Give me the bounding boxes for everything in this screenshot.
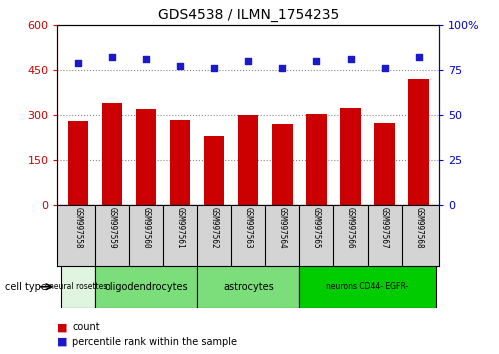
Bar xyxy=(238,115,258,205)
Title: GDS4538 / ILMN_1754235: GDS4538 / ILMN_1754235 xyxy=(158,8,339,22)
Text: GSM997568: GSM997568 xyxy=(414,207,423,249)
Bar xyxy=(102,103,122,205)
Point xyxy=(176,63,184,69)
Point xyxy=(381,65,389,71)
Text: GSM997564: GSM997564 xyxy=(278,207,287,249)
Text: GSM997561: GSM997561 xyxy=(176,207,185,249)
Text: GSM997560: GSM997560 xyxy=(142,207,151,249)
Text: percentile rank within the sample: percentile rank within the sample xyxy=(72,337,238,347)
Point xyxy=(74,60,82,65)
Text: neurons CD44- EGFR-: neurons CD44- EGFR- xyxy=(326,282,409,291)
Bar xyxy=(374,122,395,205)
Text: neural rosettes: neural rosettes xyxy=(49,282,107,291)
Bar xyxy=(170,120,190,205)
Text: GSM997558: GSM997558 xyxy=(73,207,82,249)
Point xyxy=(415,55,423,60)
Point xyxy=(108,55,116,60)
Text: count: count xyxy=(72,322,100,332)
Text: GSM997566: GSM997566 xyxy=(346,207,355,249)
Text: ■: ■ xyxy=(57,337,68,347)
Bar xyxy=(272,124,292,205)
Point xyxy=(312,58,320,64)
Text: cell type: cell type xyxy=(5,282,47,292)
Bar xyxy=(299,266,436,308)
Point xyxy=(142,56,150,62)
Text: GSM997562: GSM997562 xyxy=(210,207,219,249)
Bar xyxy=(67,121,88,205)
Text: GSM997563: GSM997563 xyxy=(244,207,253,249)
Bar xyxy=(136,109,156,205)
Bar xyxy=(409,79,429,205)
Point xyxy=(278,65,286,71)
Text: GSM997567: GSM997567 xyxy=(380,207,389,249)
Text: oligodendrocytes: oligodendrocytes xyxy=(104,282,188,292)
Bar xyxy=(340,108,361,205)
Point xyxy=(244,58,252,64)
Text: GSM997559: GSM997559 xyxy=(107,207,116,249)
Point xyxy=(210,65,218,71)
Text: astrocytes: astrocytes xyxy=(223,282,273,292)
Bar xyxy=(204,136,225,205)
Text: ■: ■ xyxy=(57,322,68,332)
Bar xyxy=(306,114,327,205)
Point xyxy=(346,56,354,62)
Bar xyxy=(197,266,299,308)
Bar xyxy=(95,266,197,308)
Text: GSM997565: GSM997565 xyxy=(312,207,321,249)
Bar xyxy=(61,266,95,308)
